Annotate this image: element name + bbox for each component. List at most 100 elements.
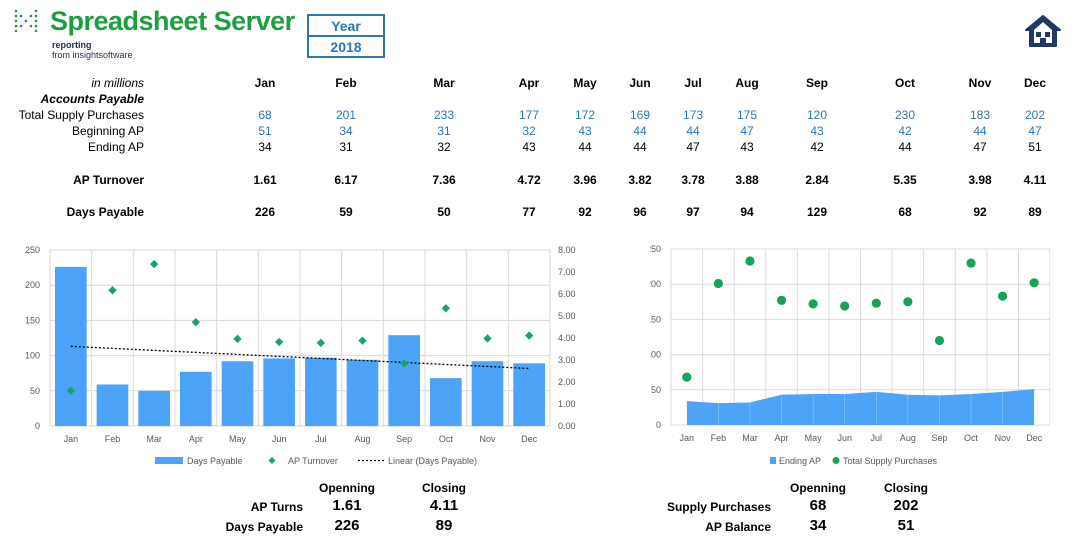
month-header: Oct <box>894 76 916 90</box>
table-cell-beginning-ap: 43 <box>810 124 824 138</box>
table-cell-ending-ap: 44 <box>578 140 592 154</box>
table-cell-beginning-ap: 44 <box>973 124 987 138</box>
table-cell-beginning-ap: 44 <box>633 124 647 138</box>
legend-swatch-ending-ap <box>770 457 776 464</box>
month-header: May <box>573 76 597 90</box>
table-cell-ap-turnover: 2.84 <box>805 173 829 187</box>
marker-total-supply-purchases <box>934 335 945 346</box>
x-axis-tick: Apr <box>775 433 789 443</box>
table-cell-ending-ap: 42 <box>810 140 824 154</box>
month-header: Jul <box>684 76 702 90</box>
marker-ap-turnover <box>149 259 159 269</box>
table-cell-beginning-ap: 51 <box>258 124 272 138</box>
x-axis-tick: Feb <box>711 433 727 443</box>
month-header: Feb <box>335 76 357 90</box>
table-cell-total-supply-purchases: 68 <box>258 108 272 122</box>
table-cell-ap-turnover: 3.88 <box>735 173 759 187</box>
table-cell-beginning-ap: 34 <box>339 124 353 138</box>
table-cell-total-supply-purchases: 183 <box>969 108 991 122</box>
marker-ap-turnover <box>316 338 326 348</box>
row-label-total-supply-purchases: Total Supply Purchases <box>18 108 144 122</box>
month-header: Nov <box>968 76 992 90</box>
month-header: Sep <box>805 76 829 90</box>
table-cell-ap-turnover: 4.72 <box>517 173 541 187</box>
table-cell-days-payable: 226 <box>254 205 276 219</box>
table-cell-ending-ap: 34 <box>258 140 272 154</box>
table-cell-beginning-ap: 44 <box>686 124 700 138</box>
table-cell-total-supply-purchases: 173 <box>682 108 704 122</box>
table-cell-ending-ap: 47 <box>973 140 987 154</box>
summary-right-ap-balance-opening: 34 <box>809 517 827 534</box>
year-value[interactable]: 2018 <box>330 39 362 55</box>
x-axis-tick: May <box>229 434 247 444</box>
units-label: in millions <box>91 76 144 90</box>
brand-tagline: reporting from insightsoftware <box>52 40 133 60</box>
table-cell-beginning-ap: 47 <box>740 124 754 138</box>
table-cell-total-supply-purchases: 120 <box>806 108 828 122</box>
table-cell-total-supply-purchases: 201 <box>335 108 357 122</box>
table-cell-ap-turnover: 4.11 <box>1023 173 1047 187</box>
legend-label-total-supply-purchases: Total Supply Purchases <box>843 456 938 466</box>
table-cell-days-payable: 50 <box>437 205 451 219</box>
legend-label-ending-ap: Ending AP <box>779 456 821 466</box>
table-cell-ap-turnover: 5.35 <box>893 173 917 187</box>
table-cell-ending-ap: 47 <box>686 140 700 154</box>
marker-ap-turnover <box>399 359 409 368</box>
x-axis-tick: Sep <box>396 434 412 444</box>
left-axis-tick: 100 <box>25 351 40 361</box>
row-label-beginning-ap: Beginning AP <box>71 124 144 138</box>
marker-total-supply-purchases <box>776 295 787 305</box>
x-axis-tick: Dec <box>521 434 538 444</box>
bar-days-payable <box>430 378 462 426</box>
trendline-days-payable <box>70 345 530 370</box>
section-label: Accounts Payable <box>40 92 144 106</box>
table-cell-ap-turnover: 7.36 <box>432 173 456 187</box>
marker-total-supply-purchases <box>903 297 913 307</box>
summary-left-label-ap-turns: AP Turns <box>250 500 303 514</box>
x-axis-tick: Aug <box>354 434 370 444</box>
month-header: Apr <box>518 76 540 90</box>
marker-ap-turnover <box>483 334 492 343</box>
x-axis-tick: Jul <box>315 434 327 444</box>
right-axis-tick: 7.00 <box>558 267 576 277</box>
summary-right-opening-header: Openning <box>790 481 846 495</box>
summary-left-label-days-payable: Days Payable <box>225 520 303 534</box>
summary-left-opening-header: Openning <box>319 481 375 495</box>
area-ending-ap <box>686 389 1035 425</box>
legend-swatch-ap-turnover <box>268 457 276 464</box>
summary-left-ap-turns-opening: 1.61 <box>332 497 362 514</box>
summary-left-days-payable-opening: 226 <box>334 517 360 534</box>
bar-days-payable <box>96 384 129 426</box>
marker-ap-turnover <box>191 317 201 327</box>
marker-ap-turnover <box>441 304 451 313</box>
table-cell-total-supply-purchases: 175 <box>736 108 758 122</box>
bar-days-payable <box>471 361 504 426</box>
legend-swatch-days-payable <box>155 457 183 464</box>
summary-right-supply-purchases-opening: 68 <box>809 497 827 514</box>
row-label-days-payable: Days Payable <box>66 205 144 219</box>
table-cell-days-payable: 92 <box>973 205 987 219</box>
bar-days-payable <box>138 390 170 426</box>
table-cell-beginning-ap: 42 <box>898 124 912 138</box>
x-axis-tick: Jul <box>871 433 883 443</box>
summary-left-ap-turns-closing: 4.11 <box>429 497 459 514</box>
table-cell-days-payable: 94 <box>740 205 754 219</box>
left-axis-tick: 100 <box>650 350 661 360</box>
legend-label-days-payable: Days Payable <box>187 456 243 466</box>
x-axis-tick: Sep <box>931 433 947 443</box>
x-axis-tick: Oct <box>439 434 454 444</box>
left-axis-tick: 200 <box>25 280 40 290</box>
month-header: Aug <box>735 76 759 90</box>
home-button[interactable] <box>1024 14 1062 48</box>
table-cell-ap-turnover: 3.98 <box>968 173 992 187</box>
table-cell-beginning-ap: 31 <box>437 124 451 138</box>
bar-days-payable <box>263 358 295 426</box>
table-cell-ending-ap: 51 <box>1028 140 1042 154</box>
left-axis-tick: 250 <box>650 244 661 254</box>
logo-icon <box>14 8 38 33</box>
days-payable-chart: 0 50 100 150 200 250 0.00 1.00 2.00 3.00 4.00 5.00 6… <box>25 245 576 466</box>
table-cell-days-payable: 96 <box>633 205 647 219</box>
table-cell-ending-ap: 44 <box>633 140 647 154</box>
summary-left-days-payable-closing: 89 <box>435 517 453 534</box>
year-selector[interactable]: Year 2018 <box>307 14 385 58</box>
